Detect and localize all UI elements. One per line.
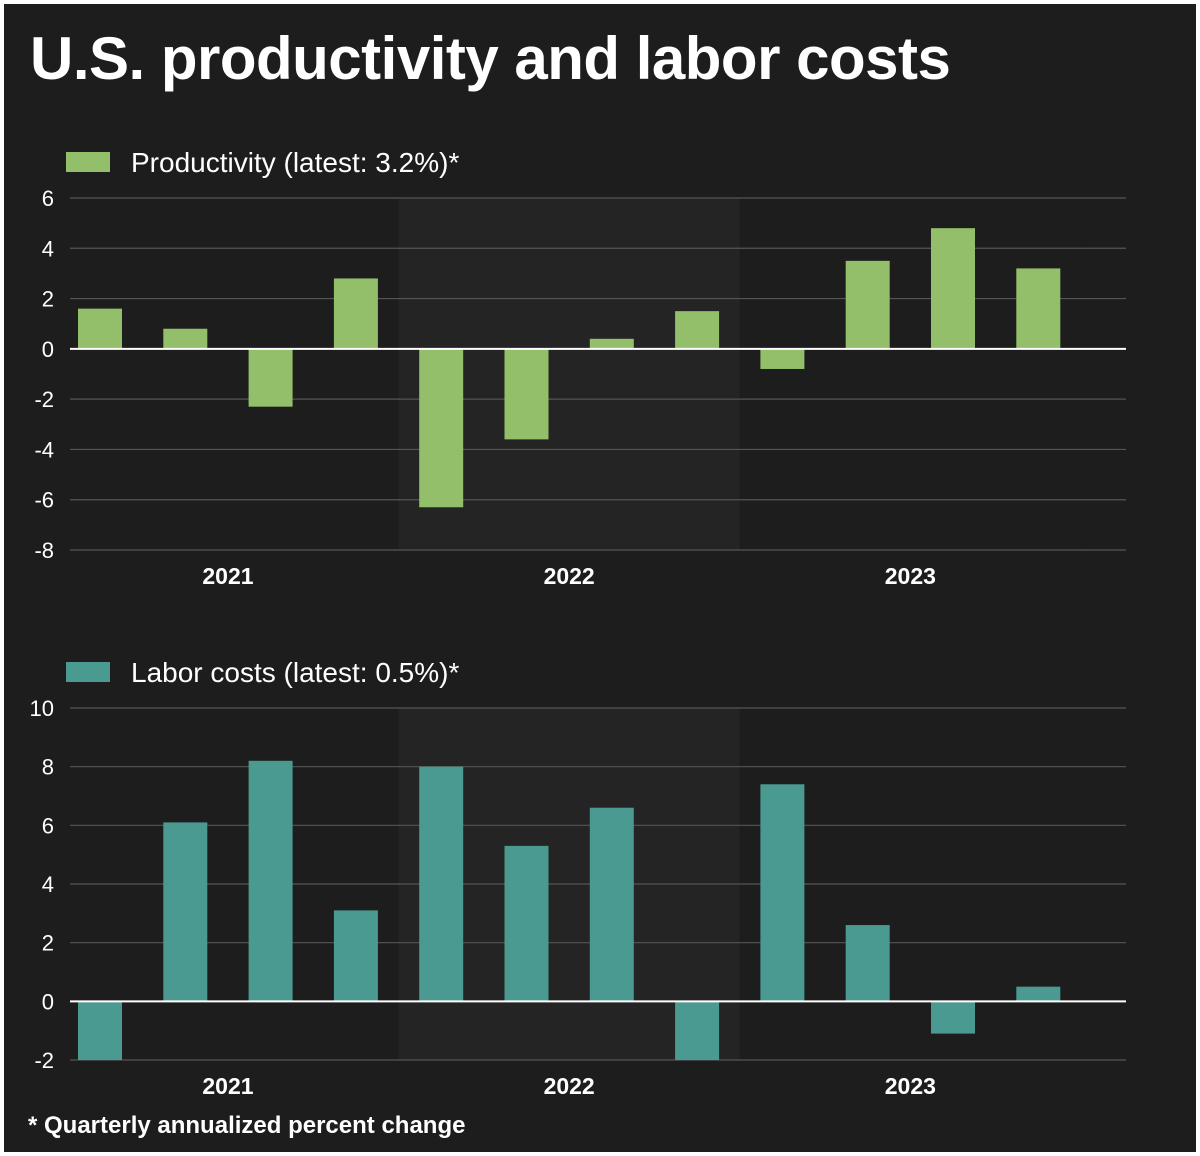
productivity-chart: Productivity (latest: 3.2%)* 6 4 2 0 -2 -4 -6 -8… — [34, 147, 1126, 589]
productivity-bar — [931, 228, 975, 349]
labor-costs-bar — [760, 784, 805, 1002]
productivity-y-tick-label: 4 — [42, 236, 54, 261]
labor-costs-y-tick-label: 8 — [42, 755, 54, 780]
labor-costs-bar — [675, 1001, 720, 1060]
productivity-bar — [419, 348, 464, 508]
productivity-y-tick-label: 0 — [42, 337, 54, 362]
productivity-bar — [760, 348, 805, 369]
productivity-y-tick-label: -8 — [34, 538, 54, 563]
productivity-year-band — [739, 198, 1081, 550]
labor-costs-bar — [248, 760, 293, 1002]
productivity-year-band — [70, 198, 399, 550]
productivity-bar — [504, 348, 549, 440]
productivity-y-tick-label: -2 — [34, 387, 54, 412]
productivity-y-tick-label: 2 — [42, 287, 54, 312]
labor-costs-bar — [504, 845, 549, 1002]
productivity-bar — [675, 311, 720, 349]
labor-costs-bar — [589, 807, 634, 1002]
labor-costs-chart: Labor costs (latest: 0.5%)* 10 8 6 4 2 0 -2 2021… — [30, 657, 1126, 1099]
labor-costs-x-tick-label: 2023 — [885, 1073, 936, 1099]
productivity-y-tick-label: 6 — [42, 186, 54, 211]
productivity-legend-label: Productivity (latest: 3.2%)* — [131, 147, 459, 178]
labor-costs-y-tick-label: 0 — [42, 989, 54, 1014]
productivity-x-tick-label: 2021 — [202, 563, 253, 589]
labor-costs-bar — [163, 822, 208, 1002]
productivity-x-tick-label: 2022 — [544, 563, 595, 589]
productivity-bar — [248, 348, 293, 407]
labor-costs-x-tick-label: 2022 — [544, 1073, 595, 1099]
productivity-bar — [1016, 268, 1061, 349]
labor-costs-legend-swatch — [66, 662, 110, 682]
productivity-x-tick-label: 2023 — [885, 563, 936, 589]
labor-costs-bar — [845, 925, 890, 1002]
productivity-y-tick-label: -6 — [34, 488, 54, 513]
labor-costs-y-tick-label: 4 — [42, 872, 54, 897]
labor-costs-y-tick-label: 6 — [42, 813, 54, 838]
labor-costs-bar — [1016, 986, 1061, 1002]
labor-costs-y-tick-label: 10 — [30, 696, 54, 721]
productivity-bar — [333, 278, 378, 349]
productivity-legend-swatch — [66, 152, 110, 172]
productivity-bar — [589, 338, 634, 349]
productivity-bar — [845, 260, 890, 349]
labor-costs-y-tick-label: -2 — [34, 1048, 54, 1073]
labor-costs-bar — [333, 910, 378, 1002]
productivity-y-tick-label: -4 — [34, 437, 54, 462]
labor-costs-x-tick-label: 2021 — [202, 1073, 253, 1099]
labor-costs-bar — [419, 766, 464, 1002]
productivity-bar — [78, 308, 122, 349]
chart-title: U.S. productivity and labor costs — [30, 25, 951, 92]
chart-frame: U.S. productivity and labor costs Produc… — [4, 4, 1196, 1152]
footnote: * Quarterly annualized percent change — [28, 1112, 466, 1139]
labor-costs-y-tick-label: 2 — [42, 931, 54, 956]
productivity-bar — [163, 328, 208, 349]
labor-costs-bar — [78, 1001, 122, 1060]
labor-costs-bar — [931, 1001, 975, 1034]
labor-costs-legend-label: Labor costs (latest: 0.5%)* — [131, 657, 459, 688]
